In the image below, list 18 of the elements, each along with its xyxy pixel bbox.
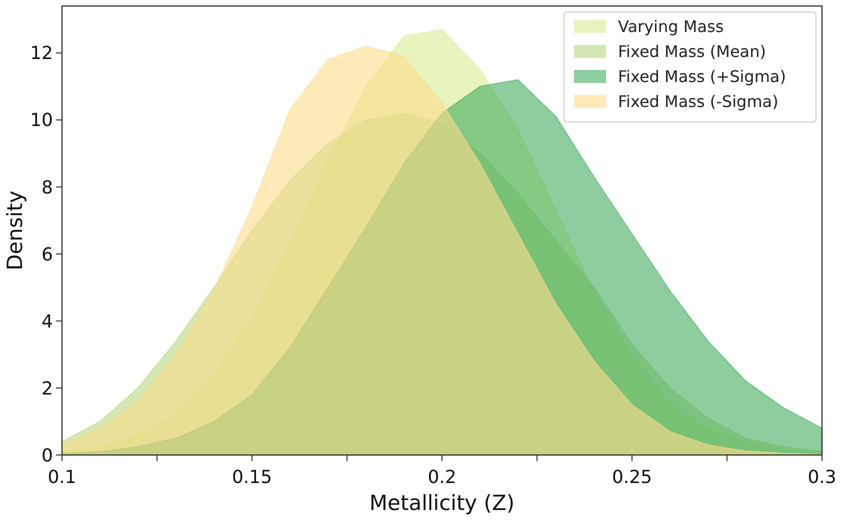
legend-label: Fixed Mass (+Sigma) xyxy=(618,67,786,86)
y-tick-label: 6 xyxy=(42,244,53,266)
y-tick-label: 12 xyxy=(30,43,53,64)
y-tick-label: 4 xyxy=(42,311,53,332)
y-tick-label: 0 xyxy=(42,445,53,466)
x-tick-label: 0.2 xyxy=(428,467,456,488)
x-tick-label: 0.1 xyxy=(48,467,76,488)
x-axis-title: Metallicity (Z) xyxy=(369,491,515,515)
x-tick-label: 0.15 xyxy=(232,467,272,488)
y-tick-label: 8 xyxy=(42,177,53,198)
y-tick-label: 2 xyxy=(42,378,53,400)
x-tick-label: 0.25 xyxy=(612,467,652,488)
legend-label: Varying Mass xyxy=(618,17,724,36)
legend-label: Fixed Mass (Mean) xyxy=(618,42,766,61)
x-tick-label: 0.3 xyxy=(808,467,836,488)
legend-label: Fixed Mass (-Sigma) xyxy=(618,92,778,111)
y-tick-label: 10 xyxy=(30,110,53,132)
y-axis-title: Density xyxy=(3,190,27,270)
